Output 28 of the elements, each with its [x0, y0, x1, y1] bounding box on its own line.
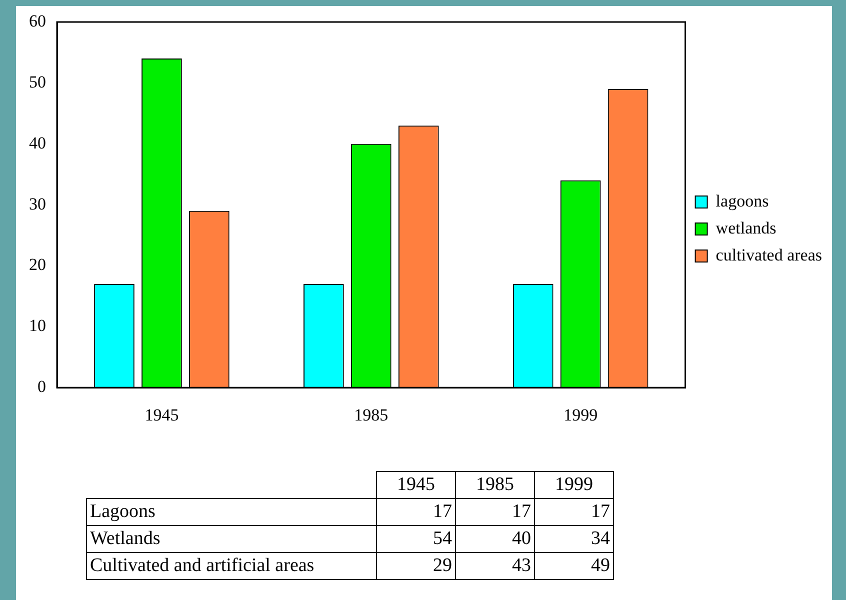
x-tick-label: 1999 — [564, 405, 598, 424]
x-tick-label: 1985 — [456, 472, 534, 498]
legend-label: cultivated areas — [716, 245, 822, 264]
data-label: 17 — [456, 498, 534, 526]
y-tick-label: 10 — [29, 316, 46, 336]
y-tick-label: 40 — [29, 133, 46, 152]
x-tick-label: 1985 — [354, 405, 388, 424]
y-tick-label: 50 — [29, 72, 46, 92]
y-tick-label: 0 — [38, 377, 46, 396]
y-tick-label: 20 — [29, 255, 46, 274]
data-label: 34 — [534, 526, 614, 552]
data-label: 43 — [456, 552, 534, 580]
y-tick-label: Cultivated and artificial areas — [86, 552, 376, 580]
y-tick-label: Wetlands — [86, 526, 376, 552]
x-tick-label: 1945 — [376, 472, 456, 498]
data-label: 29 — [376, 552, 456, 580]
data-label: 17 — [534, 498, 614, 526]
x-tick-label: 1999 — [534, 472, 614, 498]
legend-label: wetlands — [716, 218, 776, 238]
data-label: 40 — [456, 526, 534, 552]
data-label: 17 — [376, 498, 456, 526]
legend-label: lagoons — [716, 191, 769, 210]
y-tick-label: 30 — [29, 194, 46, 214]
x-tick-label: 1945 — [144, 405, 179, 424]
data-label: 54 — [376, 526, 456, 552]
data-label: 49 — [534, 552, 614, 580]
y-tick-label: Lagoons — [86, 498, 376, 526]
y-tick-label: 60 — [29, 11, 46, 30]
